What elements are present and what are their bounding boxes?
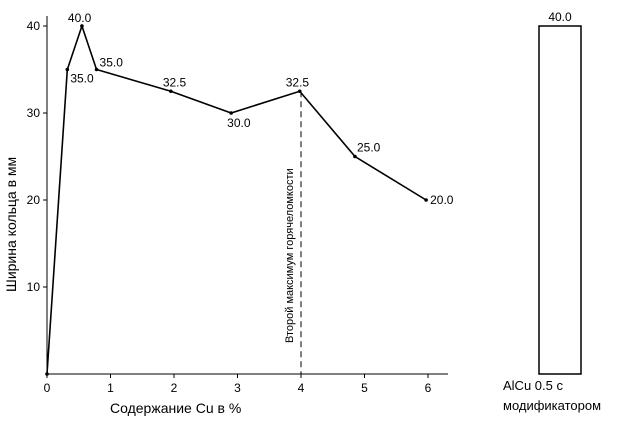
data-label: 35.0: [70, 72, 94, 86]
data-label: 32.5: [163, 75, 187, 89]
y-tick-label: 20: [27, 193, 41, 207]
data-point: [297, 89, 302, 94]
x-tick-label: 1: [107, 381, 114, 395]
x-tick-label: 0: [44, 381, 51, 395]
bar-chart: 40.0: [538, 10, 582, 375]
series-line: [46, 23, 427, 375]
y-tick-label: 40: [27, 19, 41, 33]
data-point: [229, 111, 233, 115]
x-axis-title: Содержание Cu в %: [110, 400, 241, 416]
y-tick-label: 30: [27, 106, 41, 120]
bar: [538, 25, 582, 375]
data-point: [353, 154, 357, 159]
data-label: 32.5: [286, 75, 310, 89]
line-series: 35.0 40.0 35.0 32.5 30.0 32.5 25.0 20.0: [45, 11, 454, 376]
y-tick-label: 10: [27, 280, 41, 294]
annotation-label: Второй максимум горячеломкости: [284, 168, 296, 343]
x-tick-label: 4: [298, 381, 305, 395]
data-point: [94, 67, 99, 72]
data-label: 20.0: [430, 193, 454, 207]
bar-category-label-line2: модификатором: [503, 398, 601, 413]
data-label: 35.0: [100, 56, 124, 70]
data-point: [65, 67, 70, 72]
data-label: 25.0: [357, 141, 381, 155]
y-axis-title: Ширина кольца в мм: [3, 157, 19, 292]
x-tick-label: 5: [361, 381, 368, 395]
bar-value-label: 40.0: [548, 10, 572, 24]
data-point: [424, 198, 428, 202]
data-label: 40.0: [68, 11, 92, 25]
x-tick-label: 2: [171, 381, 178, 395]
data-point: [80, 24, 84, 28]
data-point: [45, 372, 49, 376]
bar-category-label-line1: AlCu 0.5 с: [503, 378, 563, 393]
y-ticks: 10 20 30 40: [27, 19, 47, 294]
data-point: [169, 89, 173, 94]
x-tick-label: 6: [425, 381, 432, 395]
x-tick-label: 3: [234, 381, 241, 395]
x-ticks: 0 1 2 3 4 5 6: [44, 374, 432, 395]
data-label: 30.0: [227, 116, 251, 130]
